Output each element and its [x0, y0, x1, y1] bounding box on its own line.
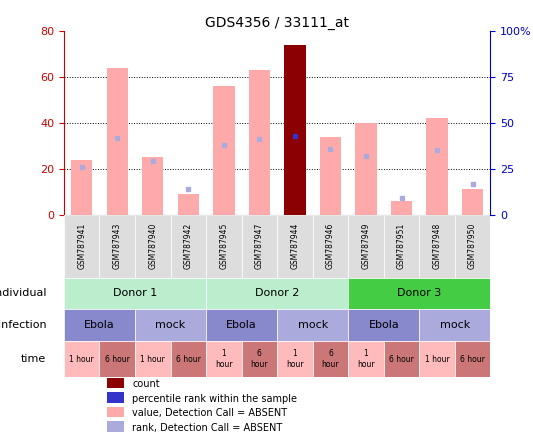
Bar: [107, 392, 124, 403]
Text: time: time: [21, 354, 46, 364]
Title: GDS4356 / 33111_at: GDS4356 / 33111_at: [205, 16, 349, 30]
Bar: [249, 70, 270, 215]
Bar: [135, 309, 206, 341]
Text: 6 hour: 6 hour: [460, 355, 485, 364]
Text: GSM787941: GSM787941: [77, 223, 86, 270]
Text: 1
hour: 1 hour: [286, 349, 304, 369]
Bar: [135, 215, 171, 278]
Bar: [419, 215, 455, 278]
Text: 6
hour: 6 hour: [251, 349, 268, 369]
Bar: [171, 215, 206, 278]
Bar: [348, 341, 384, 377]
Bar: [313, 341, 348, 377]
Bar: [455, 341, 490, 377]
Bar: [426, 118, 448, 215]
Text: GSM787942: GSM787942: [184, 223, 193, 270]
Bar: [277, 309, 348, 341]
Bar: [384, 341, 419, 377]
Text: Ebola: Ebola: [226, 320, 257, 330]
Bar: [419, 309, 490, 341]
Text: Donor 2: Donor 2: [255, 289, 300, 298]
Bar: [100, 341, 135, 377]
Bar: [64, 341, 100, 377]
Bar: [277, 215, 313, 278]
Text: 6 hour: 6 hour: [105, 355, 130, 364]
Bar: [206, 278, 348, 309]
Text: 6
hour: 6 hour: [321, 349, 340, 369]
Bar: [100, 215, 135, 278]
Bar: [284, 45, 305, 215]
Text: Donor 3: Donor 3: [397, 289, 441, 298]
Bar: [206, 309, 277, 341]
Text: 6 hour: 6 hour: [389, 355, 414, 364]
Bar: [391, 201, 412, 215]
Bar: [206, 341, 241, 377]
Text: individual: individual: [0, 289, 46, 298]
Bar: [107, 378, 124, 388]
Bar: [348, 309, 419, 341]
Text: mock: mock: [156, 320, 185, 330]
Text: rank, Detection Call = ABSENT: rank, Detection Call = ABSENT: [132, 423, 282, 432]
Text: infection: infection: [0, 320, 46, 330]
Bar: [71, 160, 92, 215]
Text: GSM787950: GSM787950: [468, 223, 477, 270]
Text: GSM787940: GSM787940: [148, 223, 157, 270]
Bar: [356, 123, 377, 215]
Text: GSM787945: GSM787945: [220, 223, 228, 270]
Bar: [177, 194, 199, 215]
Bar: [348, 215, 384, 278]
Text: Donor 1: Donor 1: [113, 289, 157, 298]
Bar: [206, 215, 241, 278]
Text: 1
hour: 1 hour: [215, 349, 233, 369]
Text: GSM787947: GSM787947: [255, 223, 264, 270]
Text: percentile rank within the sample: percentile rank within the sample: [132, 394, 297, 404]
Bar: [384, 215, 419, 278]
Bar: [64, 278, 206, 309]
Text: GSM787946: GSM787946: [326, 223, 335, 270]
Bar: [313, 215, 348, 278]
Bar: [107, 421, 124, 432]
Text: 1 hour: 1 hour: [69, 355, 94, 364]
Bar: [107, 68, 128, 215]
Bar: [462, 190, 483, 215]
Bar: [348, 278, 490, 309]
Bar: [213, 86, 235, 215]
Bar: [241, 341, 277, 377]
Bar: [135, 341, 171, 377]
Text: Ebola: Ebola: [84, 320, 115, 330]
Bar: [107, 407, 124, 417]
Text: GSM787948: GSM787948: [433, 223, 441, 270]
Bar: [419, 341, 455, 377]
Text: GSM787943: GSM787943: [113, 223, 122, 270]
Text: count: count: [132, 379, 160, 389]
Bar: [64, 309, 135, 341]
Bar: [241, 215, 277, 278]
Text: 6 hour: 6 hour: [176, 355, 201, 364]
Bar: [142, 157, 164, 215]
Text: 1
hour: 1 hour: [357, 349, 375, 369]
Bar: [320, 137, 341, 215]
Text: GSM787944: GSM787944: [290, 223, 300, 270]
Text: mock: mock: [440, 320, 470, 330]
Text: value, Detection Call = ABSENT: value, Detection Call = ABSENT: [132, 408, 287, 418]
Text: mock: mock: [297, 320, 328, 330]
Bar: [171, 341, 206, 377]
Bar: [64, 215, 100, 278]
Text: Ebola: Ebola: [368, 320, 399, 330]
Bar: [277, 341, 313, 377]
Bar: [455, 215, 490, 278]
Text: 1 hour: 1 hour: [140, 355, 165, 364]
Text: 1 hour: 1 hour: [425, 355, 449, 364]
Text: GSM787949: GSM787949: [361, 223, 370, 270]
Text: GSM787951: GSM787951: [397, 223, 406, 270]
